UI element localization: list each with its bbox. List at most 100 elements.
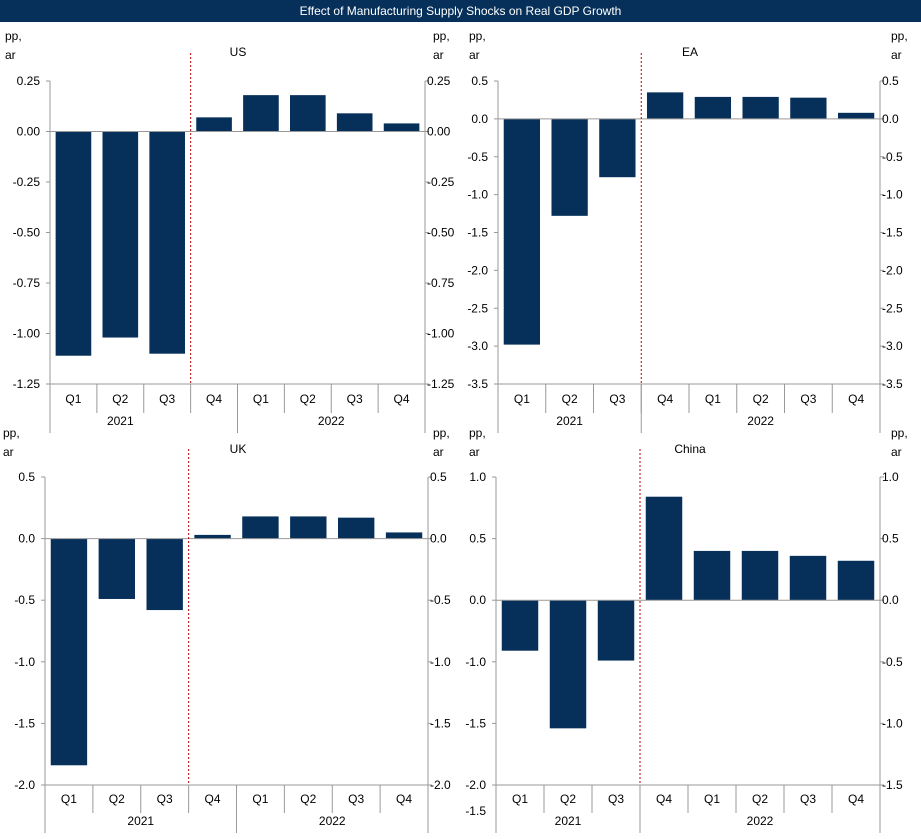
y-tick-label-left: 0.00 [17,125,41,139]
x-tick-label: Q2 [560,792,576,806]
bar [694,96,732,119]
x-tick-label: Q4 [848,792,864,806]
x-tick-label: Q3 [348,792,364,806]
bar [789,555,827,601]
x-tick-label: Q4 [205,792,221,806]
bar [599,118,636,178]
y-tick-label-right: -1.5 [882,778,903,792]
y-tick-label-right: -1.5 [430,716,451,730]
y-tick-label-left: -0.75 [13,276,41,290]
y-tick-label-left: -1.25 [13,377,41,391]
x-tick-label: Q3 [347,392,363,406]
x-tick-label: Q1 [253,392,269,406]
y-tick-label-left: -1.0 [465,655,486,669]
year-label: 2021 [555,814,582,828]
x-tick-label: Q4 [206,392,222,406]
y-tick-label-right: -1.0 [882,188,903,202]
y-tick-label-right: -2.0 [430,778,451,792]
x-tick-label: Q3 [800,392,816,406]
year-label: 2022 [318,414,345,428]
x-tick-label: Q2 [300,792,316,806]
y-tick-label-left: -2.0 [467,263,488,277]
y-tick-label-left: -1.5 [467,226,488,240]
y-tick-label-right: -1.5 [882,226,903,240]
x-tick-label: Q1 [512,792,528,806]
bar [646,92,684,119]
y-axis-label-right: ar [891,48,902,62]
y-tick-label-left: -1.5 [465,716,486,730]
x-tick-label: Q2 [112,392,128,406]
y-axis-label-right: ar [891,445,902,459]
y-tick-label-right: -0.5 [430,593,451,607]
y-axis-label-left: ar [469,445,480,459]
y-tick-label-right: -1.00 [427,327,455,341]
y-tick-label-left: -2.0 [14,778,35,792]
year-label: 2022 [747,814,774,828]
bar [385,532,423,539]
bar [551,118,588,216]
bar [242,516,279,539]
y-tick-label-left: -0.50 [13,226,41,240]
x-tick-label: Q4 [656,792,672,806]
bar [501,600,539,651]
bar [503,118,541,345]
y-axis-label-left: ar [5,48,16,62]
y-tick-label-left: -1.00 [13,327,41,341]
bar [149,131,185,354]
y-tick-label-left: -0.5 [14,593,35,607]
x-tick-label: Q1 [65,392,81,406]
panel-title: UK [230,442,247,456]
panel-title: China [674,442,706,456]
y-tick-label-right: -3.0 [882,339,903,353]
y-tick-label-right: -3.5 [882,377,903,391]
y-axis-label-left: pp, [5,29,22,43]
x-tick-label: Q3 [157,792,173,806]
x-tick-label: Q1 [61,792,77,806]
bar [837,560,875,601]
y-tick-label-left: -0.5 [467,150,488,164]
bar [645,496,683,601]
y-tick-label-right: -0.5 [882,150,903,164]
bar [146,538,183,611]
year-label: 2022 [319,814,346,828]
y-tick-label-right: 0.5 [430,470,447,484]
y-tick-label-right: -1.25 [427,377,455,391]
x-tick-label: Q3 [159,392,175,406]
y-tick-label-left: -1.0 [467,188,488,202]
y-tick-label-left: -1.5 [14,716,35,730]
chart-panel-china: 1.0 1.0 0.5 0.5 0.0 0.0 -1.0 -0.5 -1.5 -1.0 -2.0 -1… [465,426,908,833]
y-tick-label-right: -0.50 [427,226,455,240]
y-tick-label-right: 0.5 [882,532,899,546]
y-axis-label-left: pp, [3,426,20,440]
bar [790,97,827,119]
y-tick-label-left: 0.5 [469,532,486,546]
bar [102,131,139,338]
y-tick-label-left: 0.5 [471,74,488,88]
y-axis-label-right: pp, [891,29,908,43]
x-tick-label: Q4 [396,792,412,806]
bar [243,95,279,132]
y-tick-label-right: -2.0 [882,263,903,277]
y-tick-label-right: -1.0 [882,716,903,730]
bar [383,123,420,132]
y-tick-label-right: -2.5 [882,301,903,315]
bar [50,538,88,766]
y-axis-label-right: pp, [433,29,450,43]
year-label: 2021 [107,414,134,428]
y-tick-label-right: 0.0 [430,532,447,546]
x-tick-label: Q4 [848,392,864,406]
year-label: 2022 [747,414,774,428]
y-tick-label-right: -0.25 [427,175,455,189]
bar [98,538,136,599]
bar [194,534,231,539]
y-tick-label-left: 1.0 [469,470,486,484]
y-tick-label-right: 0.5 [882,74,899,88]
bar [337,517,375,539]
y-tick-label-left: 0.0 [18,532,35,546]
y-tick-label-right: -1.0 [430,655,451,669]
bar [741,550,779,601]
bar [693,550,731,601]
panel-title: EA [682,45,698,59]
x-tick-label: Q3 [800,792,816,806]
